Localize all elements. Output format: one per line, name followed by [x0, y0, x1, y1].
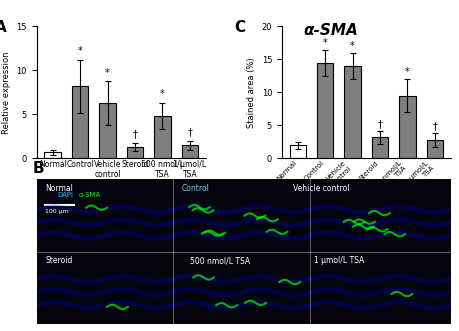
Bar: [316, 63, 333, 159]
Text: Control: Control: [181, 184, 209, 193]
Bar: [72, 86, 88, 159]
Bar: [426, 140, 442, 159]
Text: *: *: [160, 89, 164, 100]
Y-axis label: Relative expression: Relative expression: [2, 51, 11, 134]
Text: Steroid: Steroid: [45, 257, 73, 265]
Bar: [289, 145, 305, 159]
Text: *: *: [404, 67, 409, 77]
Text: *: *: [78, 46, 82, 56]
Text: *: *: [349, 41, 354, 51]
Text: A: A: [0, 20, 6, 35]
Text: B: B: [33, 161, 44, 176]
Bar: [127, 147, 143, 159]
Text: †: †: [132, 129, 137, 139]
Text: DAPI: DAPI: [57, 192, 73, 198]
Text: 1 μmol/L TSA: 1 μmol/L TSA: [313, 257, 364, 265]
Bar: [371, 137, 387, 159]
Text: †: †: [377, 119, 381, 129]
Text: Normal: Normal: [45, 184, 73, 193]
Text: 100 μm: 100 μm: [45, 209, 69, 213]
Text: 500 nmol/L TSA: 500 nmol/L TSA: [190, 257, 250, 265]
Y-axis label: Stained area (%): Stained area (%): [246, 57, 256, 128]
Text: α-SMA: α-SMA: [303, 23, 358, 38]
Bar: [45, 152, 61, 159]
Bar: [398, 96, 415, 159]
Text: C: C: [234, 20, 245, 35]
Bar: [154, 116, 170, 159]
Bar: [181, 145, 198, 159]
Text: †: †: [187, 127, 192, 137]
Bar: [344, 66, 360, 159]
Text: *: *: [105, 68, 110, 77]
Text: †: †: [431, 121, 437, 131]
Text: α-SMA: α-SMA: [78, 192, 100, 198]
Text: *: *: [322, 38, 327, 48]
Text: Vehicle control: Vehicle control: [293, 184, 349, 193]
Bar: [99, 103, 116, 159]
